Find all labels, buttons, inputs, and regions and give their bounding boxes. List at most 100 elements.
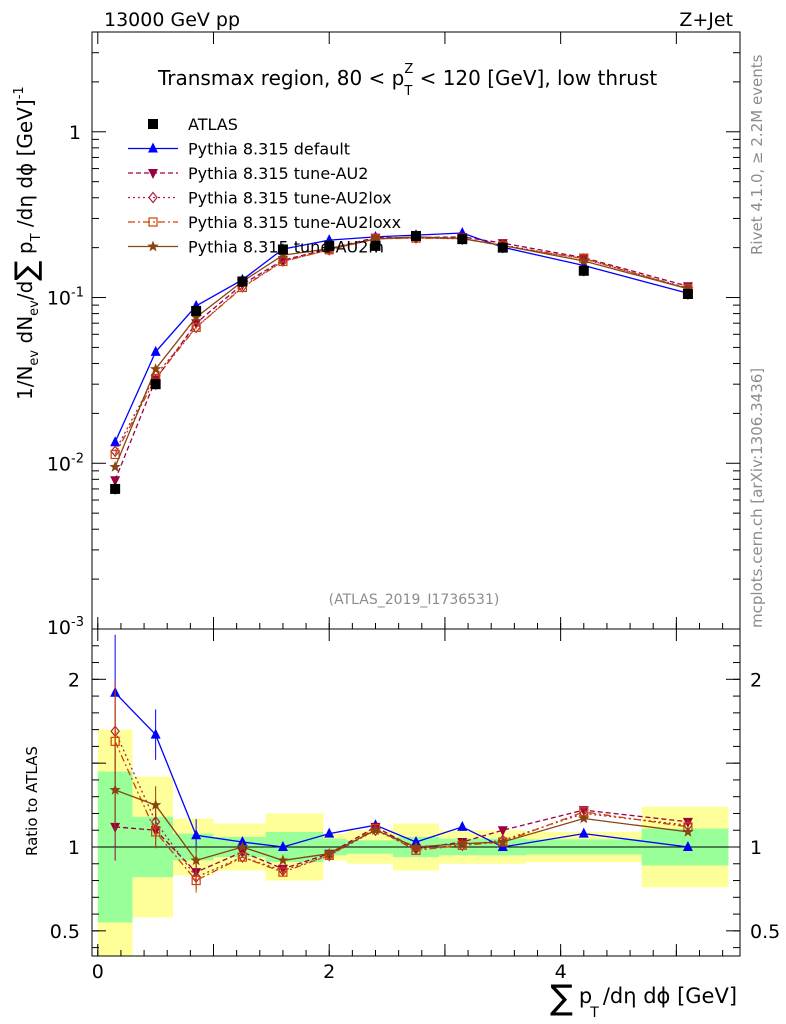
series-4-main-point-1 [149,363,162,374]
energy-label: 13000 GeV pp [104,9,240,31]
legend: ATLAS Pythia 8.315 default Pythia 8.315 tu… [128,115,401,257]
plot-title: Transmax region, 80 < pTZ < 120 [GeV], l… [157,62,657,99]
series-3-main-point-0 [110,449,120,460]
rivet-label: Rivet 4.1.0, ≥ 2.2M events [748,54,766,255]
ratio-panel-frame [91,628,741,957]
legend-label-1: Pythia 8.315 default [188,140,350,159]
legend-marker-3 [148,191,158,204]
series-4-ratio-point-10 [578,812,590,824]
series-4-ratio-point-5 [323,847,335,859]
atlas-point-5 [324,240,335,251]
series-0-ratio-point-11 [682,841,693,851]
series-3-ratio-point-0 [110,736,120,746]
series-0-ratio-point-8 [457,820,468,831]
series-4-ratio-point-2 [190,854,202,866]
analysis-label: (ATLAS_2019_I1736531) [329,592,500,608]
atlas-point-10 [578,265,589,276]
series-1-ratio-line [115,809,688,873]
series-4-main-point-6 [369,232,382,244]
series-4-ratio-point-11 [682,825,694,837]
series-0-ratio-point-1 [150,728,161,739]
series-3-ratio-point-4 [278,867,288,877]
main-y-label-0.001: 10-3 [47,615,84,639]
ratio-y-label-right-1: 1 [750,837,762,859]
main-y-label-0.01: 10-2 [47,451,84,475]
atlas-point-11 [682,289,693,300]
series-4-ratio-point-4 [277,854,289,866]
series-3-ratio-point-2 [191,875,201,886]
legend-marker-0 [148,119,158,129]
ratio-y-label-left-0: 2 [68,669,80,691]
legend-marker-4 [148,217,158,227]
main-panel-content [109,227,694,495]
series-1-main-point-0 [110,476,121,487]
atlas-point-6 [370,240,381,251]
atlas-point-3 [237,276,248,287]
series-1-ratio-point-4 [277,864,288,875]
series-0-main-line [114,232,689,443]
ratio-y-axis-label: Ratio to ATLAS [23,746,41,856]
atlas-point-1 [150,379,161,390]
process-label: Z+Jet [679,9,733,31]
ratio-y-label-left-2: 0.5 [50,921,80,943]
series-4-ratio-point-0 [109,784,121,795]
series-0-ratio-point-4 [277,841,288,851]
series-0-ratio-point-2 [191,829,202,840]
series-2-main-point-0 [110,445,120,458]
series-4-ratio-line [114,789,688,862]
series-1-main-point-2 [191,319,202,330]
series-0-ratio-line [114,692,688,848]
series-4-main-point-11 [682,282,694,294]
series-2-ratio-point-4 [278,864,288,877]
legend-label-2: Pythia 8.315 tune-AU2 [188,164,368,183]
series-4-ratio-point-7 [410,841,422,852]
series-0-ratio-point-3 [237,835,248,846]
ratio-y-label-right-0: 2 [750,669,762,691]
series-4-ratio-point-9 [497,836,509,847]
series-4-main-line [114,236,689,468]
series-4-main-point-0 [109,461,121,472]
legend-label-3: Pythia 8.315 tune-AU2lox [188,189,392,208]
series-0-ratio-point-10 [578,827,589,838]
series-4-main-point-10 [578,255,590,266]
series-1-ratio-point-9 [497,826,508,837]
x-tick-label-0: 0 [92,961,104,983]
axis-ticks: 0 2 4 1 10-1 10-2 10-3 2 2 1 1 0.5 0.5 [47,31,780,983]
atlas-point-4 [277,244,288,255]
atlas-point-7 [411,231,421,242]
ratio-panel-content [92,634,740,893]
main-y-axis-label: 1/Nev dNev/d∑ pT /dη dϕ [GeV]-1 [9,86,44,400]
legend-marker-1 [148,142,158,153]
main-y-label-1: 1 [69,122,81,144]
legend-label-5: Pythia 8.315 tune-AU2m [188,238,384,257]
series-0-main-point-0 [110,436,121,447]
series-1-ratio-point-10 [578,806,589,817]
series-0-ratio-point-5 [324,827,335,838]
series-2-ratio-line [114,731,688,879]
x-tick-label-2: 4 [555,961,567,983]
legend-marker-5 [147,240,159,252]
series-3-main-point-2 [191,322,201,333]
series-2-ratio-point-9 [498,834,508,847]
series-4-ratio-point-3 [236,841,249,852]
legend-marker-2 [148,169,158,179]
series-1-main-line [114,236,689,481]
legend-label-0: ATLAS [188,115,238,134]
series-4-ratio-point-8 [456,837,468,849]
atlas-point-0 [110,483,121,494]
ratio-y-label-right-2: 0.5 [750,921,780,943]
x-axis-label: ∑ p T/dη dϕ [GeV] [550,978,737,1021]
mcplots-label: mcplots.cern.ch [arXiv:1306.3436] [748,368,766,628]
series-4-ratio-point-1 [149,799,162,810]
atlas-point-8 [457,234,468,245]
series-0-ratio-point-7 [411,835,421,846]
x-tick-label-1: 2 [323,961,335,983]
series-3-ratio-point-3 [237,852,248,862]
legend-label-4: Pythia 8.315 tune-AU2loxx [188,213,401,232]
series-0-main-point-1 [150,345,161,356]
series-2-ratio-point-3 [237,851,248,864]
ratio-y-label-left-1: 1 [68,837,80,859]
series-2-main-point-10 [579,252,589,265]
series-4-main-point-2 [190,311,202,323]
